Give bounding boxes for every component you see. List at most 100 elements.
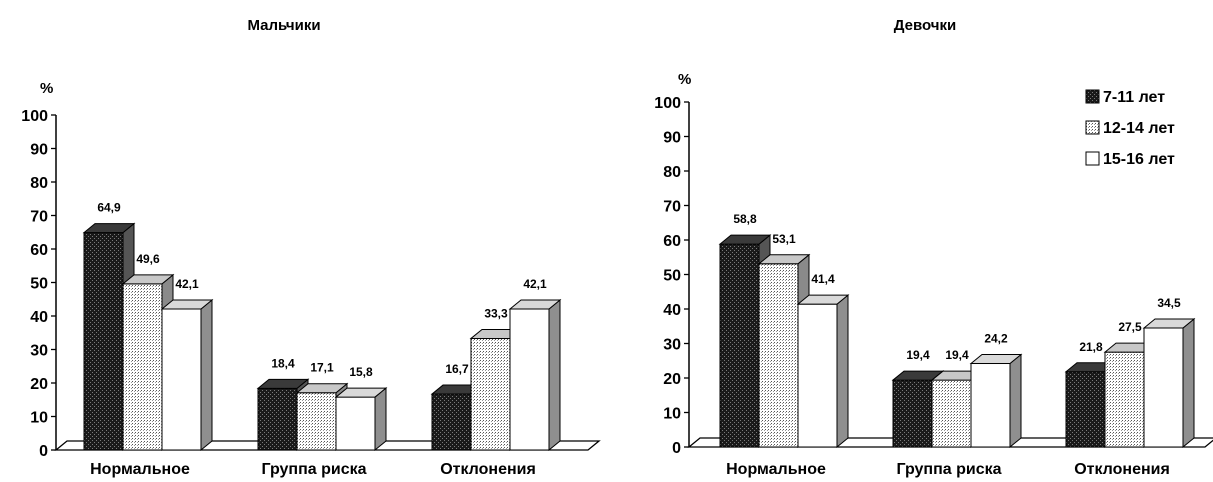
data-label: 19,4	[906, 348, 930, 362]
legend-swatch	[1085, 151, 1100, 166]
data-label: 49,6	[136, 252, 160, 266]
bar-front	[758, 263, 799, 448]
bar-front	[509, 308, 550, 451]
bar-front	[122, 283, 163, 451]
legend-label: 7-11 лет	[1103, 89, 1165, 106]
bar-top	[757, 254, 811, 265]
category-label: Отклонения	[1074, 461, 1170, 478]
bar-front	[83, 232, 124, 451]
data-label: 19,4	[945, 348, 969, 362]
data-label: 64,9	[97, 201, 121, 215]
data-label: 53,1	[772, 232, 796, 246]
bar-side	[374, 387, 387, 452]
y-tick-label: 50	[663, 268, 681, 285]
bar-top	[82, 223, 136, 234]
y-tick-label: 0	[672, 440, 681, 457]
category-label: Нормальное	[726, 461, 826, 478]
bar-side	[1009, 353, 1022, 449]
y-tick-label: 50	[30, 276, 48, 293]
y-tick-label: 90	[663, 130, 681, 147]
data-label: 21,8	[1079, 340, 1103, 354]
y-tick-label: 70	[663, 199, 681, 216]
bar-top	[508, 299, 562, 310]
data-label: 33,3	[484, 306, 508, 320]
data-label: 58,8	[733, 212, 757, 226]
bar-top	[796, 294, 850, 305]
y-axis-label: %	[678, 71, 691, 88]
chart-panel-1: Мальчики% 0 10 20 30 40 50 60 70 80 90 100 64,9 49,6 4…	[21, 17, 601, 478]
bar	[969, 353, 1023, 449]
bar-top	[718, 234, 772, 245]
legend: 7-11 лет 12-14 лет 15-16 лет	[1085, 89, 1175, 168]
y-tick-label: 100	[654, 95, 681, 112]
y-tick-label: 30	[30, 343, 48, 360]
legend-swatch	[1085, 120, 1100, 135]
bar-top	[160, 299, 214, 310]
bar-front	[335, 396, 376, 451]
data-label: 34,5	[1157, 296, 1181, 310]
bar-top	[969, 354, 1023, 365]
bar-front	[931, 379, 972, 448]
bar-front	[470, 337, 511, 451]
data-label: 27,5	[1118, 320, 1142, 334]
y-tick-label: 40	[30, 309, 48, 326]
y-tick-label: 20	[663, 371, 681, 388]
bar-front	[1104, 351, 1145, 448]
y-tick-label: 90	[30, 142, 48, 159]
bar-side	[548, 298, 561, 452]
bar-side	[200, 298, 213, 452]
data-label: 17,1	[310, 361, 334, 375]
bar	[334, 387, 388, 452]
bar	[508, 298, 562, 452]
bar	[796, 294, 850, 449]
chart-title: Мальчики	[247, 17, 320, 34]
data-label: 15,8	[349, 365, 373, 379]
bar-top	[334, 387, 388, 398]
y-tick-label: 100	[21, 108, 48, 125]
category-label: Группа риска	[261, 461, 366, 478]
bar-front	[161, 308, 202, 451]
data-label: 18,4	[271, 356, 295, 370]
bar-front	[1143, 327, 1184, 448]
bar-top	[256, 378, 310, 389]
y-tick-label: 30	[663, 337, 681, 354]
y-tick-label: 20	[30, 376, 48, 393]
data-label: 24,2	[984, 332, 1008, 346]
y-tick-label: 70	[30, 209, 48, 226]
y-tick-label: 10	[663, 406, 681, 423]
y-tick-label: 60	[663, 233, 681, 250]
bar	[160, 298, 214, 452]
y-tick-label: 80	[663, 164, 681, 181]
category-label: Нормальное	[90, 461, 190, 478]
legend-label: 12-14 лет	[1103, 120, 1175, 137]
data-label: 16,7	[445, 362, 469, 376]
bar-front	[431, 393, 472, 451]
y-tick-label: 40	[663, 302, 681, 319]
legend-label: 15-16 лет	[1103, 151, 1175, 168]
data-label: 42,1	[523, 277, 547, 291]
chart-panel-2: Девочки% 0 10 20 30 40 50 60 70 80 90 100 58,8 53,1 41…	[654, 17, 1213, 478]
bar-front	[1065, 371, 1106, 448]
y-axis-label: %	[40, 80, 53, 97]
y-tick-label: 60	[30, 242, 48, 259]
category-label: Группа риска	[896, 461, 1001, 478]
y-tick-label: 10	[30, 410, 48, 427]
data-label: 41,4	[811, 272, 835, 286]
y-tick-label: 0	[39, 443, 48, 460]
bar-front	[892, 379, 933, 448]
chart-title: Девочки	[894, 17, 956, 34]
bar-side	[1182, 317, 1195, 449]
data-label: 42,1	[175, 277, 199, 291]
bar-front	[257, 387, 298, 451]
bar-front	[296, 392, 337, 451]
bar-top	[295, 383, 349, 394]
category-label: Отклонения	[440, 461, 536, 478]
bar-top	[121, 274, 175, 285]
bar-side	[836, 294, 849, 449]
y-tick-label: 80	[30, 175, 48, 192]
bar-front	[797, 303, 838, 448]
bar-top	[1142, 318, 1196, 329]
bar-front	[970, 363, 1011, 448]
